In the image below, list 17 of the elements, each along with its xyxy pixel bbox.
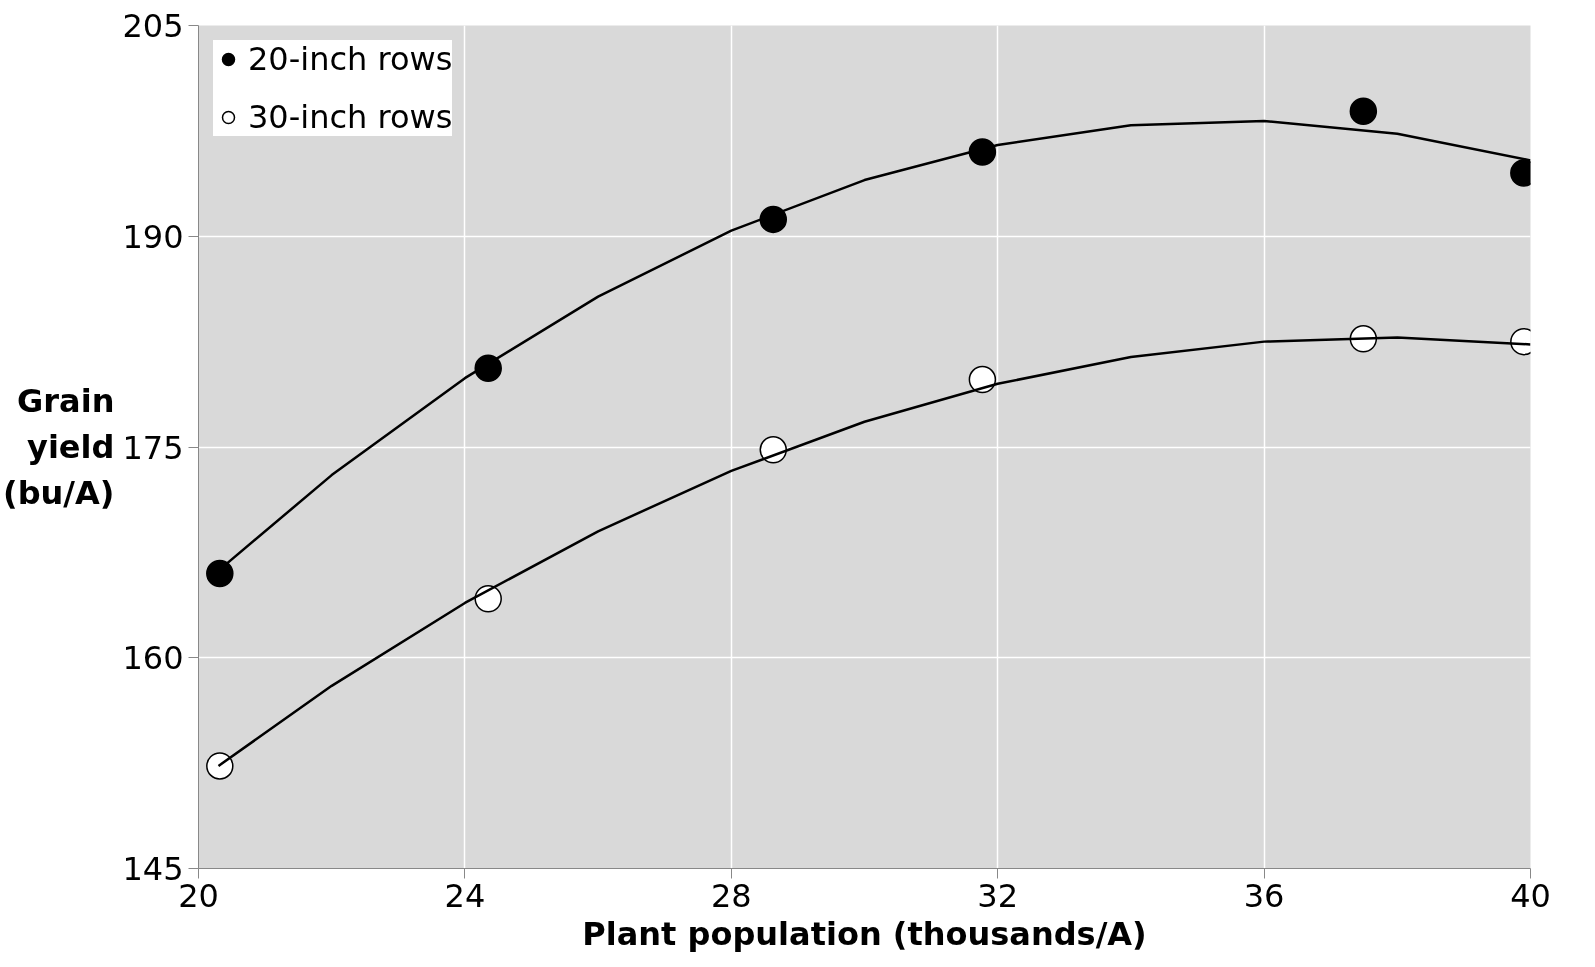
point	[206, 559, 234, 588]
legend-label: 30-inch rows	[248, 98, 453, 136]
x-axis-title: Plant population (thousands/A)	[582, 914, 1147, 953]
x-tick-label: 24	[444, 876, 486, 915]
x-tick-label: 32	[977, 876, 1019, 915]
point	[968, 365, 997, 394]
y-tick-label: 190	[122, 217, 184, 256]
y-tick-label: 205	[122, 7, 184, 45]
x-tick-label: 40	[1510, 876, 1551, 915]
y-axis-title: Grain yield (bu/A)	[3, 382, 115, 512]
y-tick-label: 160	[122, 639, 184, 678]
point	[206, 752, 234, 780]
legend-label: 20-inch rows	[248, 40, 453, 78]
x-tick-label: 28	[710, 876, 752, 915]
x-tick-label: 36	[1243, 876, 1285, 915]
y-tick-label: 175	[122, 428, 184, 467]
point	[1349, 97, 1378, 125]
